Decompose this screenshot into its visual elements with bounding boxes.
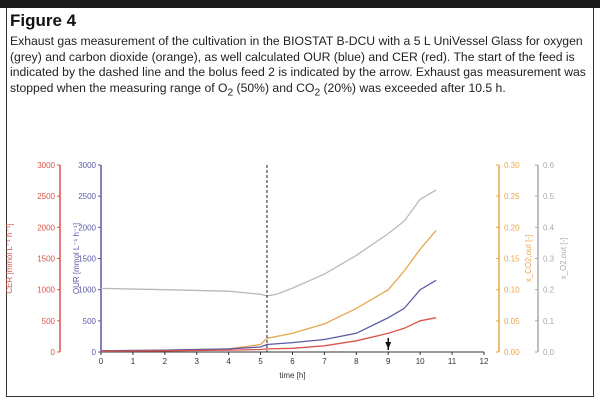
our-tick-label: 2500 [78, 192, 96, 201]
x-tick-label: 10 [416, 357, 425, 366]
caption-text: Exhaust gas measurement of the cultivati… [10, 34, 586, 95]
co2-tick-label: 0.25 [504, 192, 520, 201]
x-tick-label: 6 [290, 357, 295, 366]
co2-tick-label: 0.15 [504, 255, 520, 264]
x-tick-label: 8 [354, 357, 359, 366]
o2-tick-label: 0.6 [543, 161, 555, 170]
x-tick-label: 9 [386, 357, 391, 366]
x-tick-label: 0 [99, 357, 104, 366]
co2-series-line [100, 229, 437, 352]
o2-tick-label: 0.5 [543, 192, 555, 201]
x-tick-label: 1 [131, 357, 136, 366]
our-tick-label: 2000 [78, 223, 96, 232]
co2-tick-label: 0.05 [504, 317, 520, 326]
caption-text: (20%) was exceeded after 10.5 h. [320, 80, 506, 95]
o2-tick-label: 0.4 [543, 223, 555, 232]
co2-tick-label: 0.20 [504, 223, 520, 232]
o2-tick-label: 0.3 [543, 255, 555, 264]
o2-tick-label: 0.2 [543, 286, 555, 295]
cer-tick-label: 1500 [37, 255, 55, 264]
co2-tick-label: 0.30 [504, 161, 520, 170]
caption-sub: 2 [227, 86, 234, 98]
cer-tick-label: 2000 [37, 223, 55, 232]
cer-series-line [100, 317, 437, 353]
bolus-arrow-icon [385, 342, 392, 349]
co2-tick-label: 0.00 [504, 348, 520, 357]
our-tick-label: 3000 [78, 161, 96, 170]
figure-caption: Exhaust gas measurement of the cultivati… [10, 34, 590, 100]
cer-axis-label: CER [mmol L⁻¹ h⁻¹] [5, 223, 14, 293]
x-tick-label: 2 [163, 357, 168, 366]
our-tick-label: 1000 [78, 286, 96, 295]
our-tick-label: 500 [83, 317, 97, 326]
cer-tick-label: 1000 [37, 286, 55, 295]
x-tick-label: 4 [226, 357, 231, 366]
cer-tick-label: 0 [51, 348, 56, 357]
cer-tick-label: 500 [42, 317, 56, 326]
x-axis-label: time [h] [279, 371, 305, 380]
co2-axis-label: x_CO2,out [-] [524, 235, 533, 283]
cer-tick-label: 2500 [37, 192, 55, 201]
o2-series-line [100, 189, 437, 297]
caption-sub: 2 [314, 86, 321, 98]
x-tick-label: 3 [195, 357, 200, 366]
co2-tick-label: 0.10 [504, 286, 520, 295]
our-tick-label: 1500 [78, 255, 96, 264]
o2-tick-label: 0.0 [543, 348, 555, 357]
o2-tick-label: 0.1 [543, 317, 555, 326]
x-tick-label: 12 [480, 357, 489, 366]
figure-frame [6, 8, 594, 397]
our-axis-label: OUR [mmol L⁻¹ h⁻¹] [72, 223, 81, 294]
our-series-line [100, 279, 437, 352]
cer-tick-label: 3000 [37, 161, 55, 170]
x-tick-label: 5 [258, 357, 263, 366]
caption-text: (50%) and CO [233, 80, 315, 95]
figure-title: Figure 4 [10, 11, 77, 30]
o2-axis-label: x_O2,out [-] [559, 238, 568, 280]
x-tick-label: 7 [322, 357, 327, 366]
top-bar [0, 0, 600, 8]
x-tick-label: 11 [448, 357, 457, 366]
our-tick-label: 0 [92, 348, 97, 357]
